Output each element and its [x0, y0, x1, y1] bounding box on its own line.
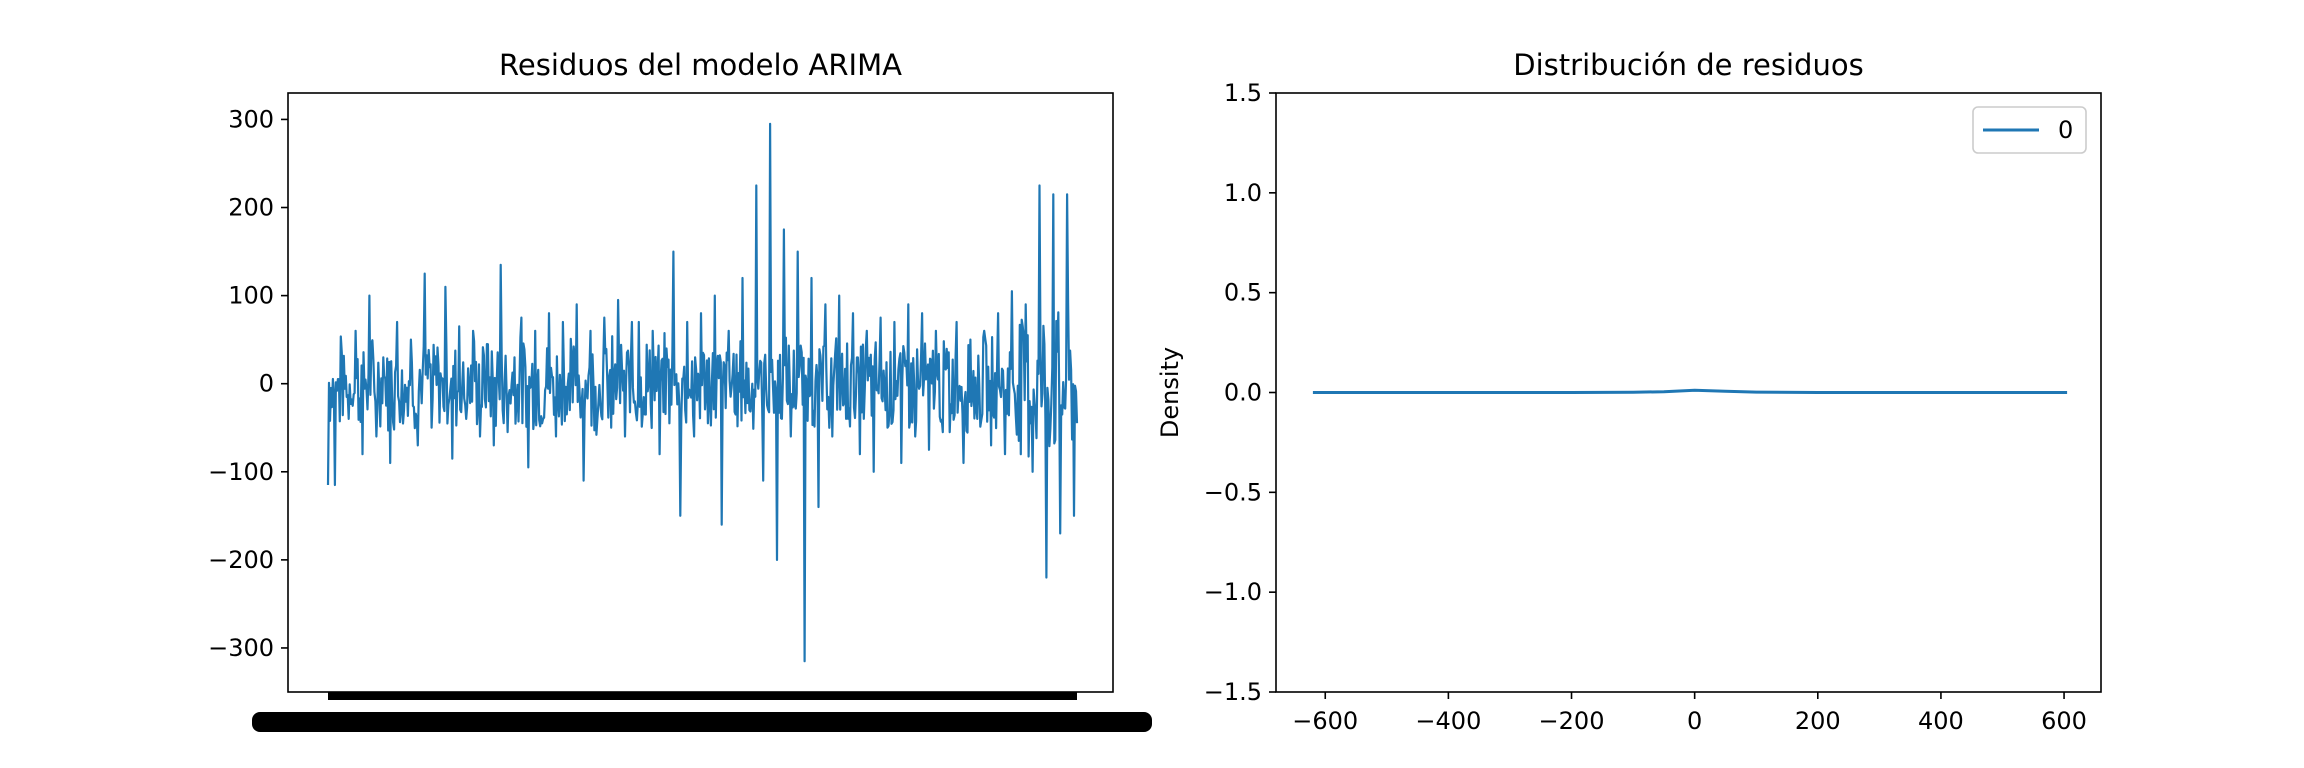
residuals-x-tick-marks: [328, 692, 1077, 700]
density-x-tick-label: −600: [1292, 707, 1358, 735]
density-panel: Distribución de residuos Density 1.5 1.0 0…: [1156, 48, 2102, 735]
density-y-tick-label: −1.0: [1204, 578, 1262, 606]
density-line: [1312, 388, 2068, 394]
density-x-tick-label: 200: [1795, 707, 1841, 735]
density-y-ticks: 1.5 1.0 0.5 0.0 −0.5 −1.0 −1.5: [1204, 79, 1276, 706]
density-axes-frame: [1275, 92, 2102, 693]
density-x-tick-label: 400: [1918, 707, 1964, 735]
density-x-tick-label: −400: [1415, 707, 1481, 735]
density-y-tick-label: −1.5: [1204, 678, 1262, 706]
density-y-label: Density: [1156, 347, 1184, 438]
density-y-tick-label: 0.5: [1224, 279, 1262, 307]
residuals-y-tick-label: −300: [208, 634, 274, 662]
residuals-y-tick-label: 300: [228, 105, 274, 133]
density-x-tick-label: 0: [1687, 707, 1702, 735]
density-y-tick-label: 1.0: [1224, 179, 1262, 207]
residuals-y-tick-label: 100: [228, 282, 274, 310]
density-legend: 0: [1972, 106, 2087, 154]
residuals-y-tick-label: 200: [228, 194, 274, 222]
legend-label: 0: [2058, 116, 2073, 144]
residuals-title: Residuos del modelo ARIMA: [499, 48, 902, 82]
residuals-x-ticks: [252, 692, 1152, 732]
residuals-line: [326, 122, 1079, 663]
residuals-y-ticks: 300 200 100 0 −100 −200 −300: [208, 105, 288, 662]
density-y-tick-label: 1.5: [1224, 79, 1262, 107]
residuals-x-tick-labels: [252, 712, 1152, 732]
density-x-ticks: −600 −400 −200 0 200 400 600: [1292, 692, 2087, 735]
density-y-tick-label: 0.0: [1224, 379, 1262, 407]
density-y-tick-label: −0.5: [1204, 478, 1262, 506]
density-x-tick-label: −200: [1539, 707, 1605, 735]
density-x-tick-label: 600: [2041, 707, 2087, 735]
residuals-panel: Residuos del modelo ARIMA 300 200 100 0 −100…: [208, 48, 1152, 732]
residuals-y-tick-label: −200: [208, 546, 274, 574]
residuals-y-tick-label: −100: [208, 458, 274, 486]
residuals-axes-frame: [287, 92, 1114, 693]
density-title: Distribución de residuos: [1513, 48, 1863, 82]
residuals-y-tick-label: 0: [259, 370, 274, 398]
